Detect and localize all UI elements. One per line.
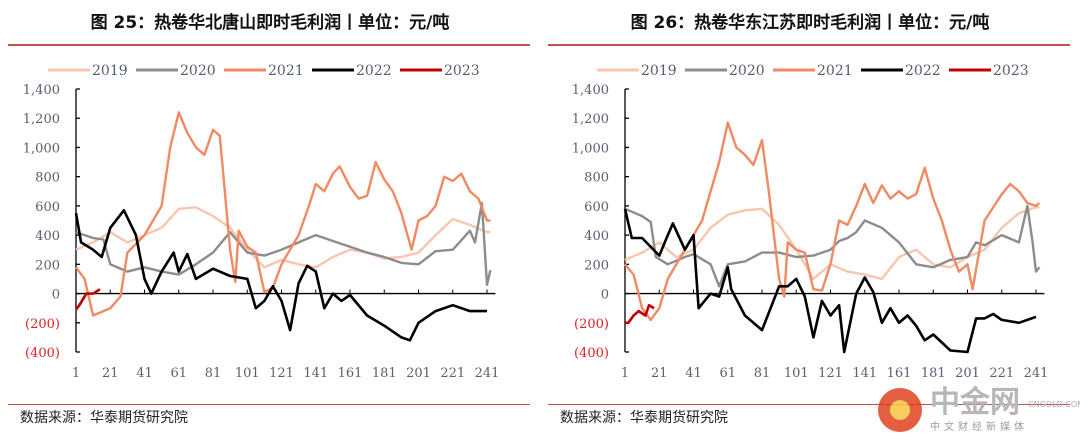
- chart-title: 图 26：热卷华东江苏即时毛利润丨单位：元/吨: [630, 13, 990, 33]
- y-tick-label: 1,000: [572, 141, 609, 156]
- x-tick-label: 241: [1024, 366, 1049, 381]
- series-line-2020: [624, 204, 1041, 288]
- x-tick-label: 161: [887, 366, 912, 381]
- watermark-logo: 中金网 CNGOLD.COM 中文财经新媒体: [878, 385, 1080, 438]
- legend-label-2023: 2023: [444, 63, 480, 79]
- legend-label-2020: 2020: [729, 63, 765, 79]
- cngold-logo-icon: [878, 388, 922, 432]
- y-tick-label: 400: [584, 229, 609, 244]
- legend-label-2023: 2023: [993, 63, 1029, 79]
- title-divider: [8, 44, 530, 46]
- legend-label-2020: 2020: [180, 63, 216, 79]
- watermark-subtitle: 中文财经新媒体: [930, 422, 1028, 433]
- x-tick-label: 41: [136, 366, 153, 381]
- y-tick-label: 200: [35, 258, 60, 273]
- y-tick-label: (200): [25, 317, 60, 332]
- y-tick-label: (400): [25, 346, 60, 361]
- y-tick-label: (400): [574, 346, 609, 361]
- series-line-2019: [75, 206, 491, 269]
- source-note: 数据来源：华泰期货研究院: [560, 410, 728, 426]
- x-tick-label: 81: [205, 366, 222, 381]
- x-tick-label: 221: [989, 366, 1014, 381]
- x-tick-label: 41: [685, 366, 702, 381]
- x-tick-label: 201: [955, 366, 980, 381]
- x-tick-label: 181: [921, 366, 946, 381]
- watermark-domain: CNGOLD.COM: [1028, 400, 1080, 409]
- y-tick-label: 1,200: [572, 112, 609, 127]
- y-tick-label: 600: [35, 200, 60, 215]
- y-tick-label: 800: [584, 171, 609, 186]
- y-tick-label: 600: [584, 200, 609, 215]
- legend-label-2021: 2021: [817, 63, 853, 79]
- series-line-2022: [623, 208, 1037, 354]
- series-line-2019: [624, 206, 1040, 281]
- line-chart-jiangsu: 2019 2020 2021 2022 2023 1,400 1,200 1,000 800 60…: [572, 63, 1049, 381]
- legend-label-2022: 2022: [905, 63, 941, 79]
- x-tick-label: 81: [754, 366, 771, 381]
- title-divider: [548, 44, 1070, 46]
- x-tick-label: 1: [621, 366, 629, 381]
- y-tick-label: 1,400: [23, 83, 60, 98]
- chart-panel-jiangsu: 图 26：热卷华东江苏即时毛利润丨单位：元/吨 2019 2020 2021 2022…: [540, 0, 1080, 439]
- x-tick-label: 61: [170, 366, 187, 381]
- watermark-name: 中金网: [930, 385, 1020, 420]
- series-line-2020: [75, 201, 492, 287]
- x-tick-label: 101: [235, 366, 260, 381]
- legend-label-2019: 2019: [641, 63, 677, 79]
- series-line-2021: [624, 121, 1041, 322]
- y-tick-label: 800: [35, 171, 60, 186]
- chart-panel-tangshan: 图 25：热卷华北唐山即时毛利润丨单位：元/吨 2019 2020 2021 2022…: [8, 13, 530, 426]
- series-line-2021: [75, 111, 491, 317]
- x-tick-label: 121: [269, 366, 294, 381]
- legend-label-2022: 2022: [356, 63, 392, 79]
- x-tick-label: 1: [72, 366, 80, 381]
- x-tick-label: 201: [406, 366, 431, 381]
- y-tick-label: (200): [574, 317, 609, 332]
- series-line-2022: [74, 209, 487, 342]
- y-tick-label: 1,400: [572, 83, 609, 98]
- y-tick-label: 0: [601, 288, 609, 303]
- y-tick-label: 200: [584, 258, 609, 273]
- legend-label-2021: 2021: [268, 63, 304, 79]
- x-tick-label: 161: [338, 366, 363, 381]
- x-tick-label: 121: [818, 366, 843, 381]
- x-tick-label: 141: [852, 366, 877, 381]
- x-tick-label: 141: [303, 366, 328, 381]
- y-tick-label: 400: [35, 229, 60, 244]
- x-tick-label: 101: [784, 366, 809, 381]
- y-tick-label: 1,000: [23, 141, 60, 156]
- x-tick-label: 21: [102, 366, 119, 381]
- legend-label-2019: 2019: [92, 63, 128, 79]
- y-tick-label: 1,200: [23, 112, 60, 127]
- source-divider: [8, 404, 530, 405]
- series-line-2023: [625, 303, 655, 325]
- x-tick-label: 21: [651, 366, 668, 381]
- y-tick-label: 0: [52, 288, 60, 303]
- x-tick-label: 221: [440, 366, 465, 381]
- source-note: 数据来源：华泰期货研究院: [20, 410, 188, 426]
- x-tick-label: 241: [475, 366, 500, 381]
- source-divider: [548, 404, 1070, 405]
- x-tick-label: 181: [372, 366, 397, 381]
- x-tick-label: 61: [719, 366, 736, 381]
- chart-title: 图 25：热卷华北唐山即时毛利润丨单位：元/吨: [90, 13, 450, 33]
- series-line-2023: [74, 288, 101, 311]
- line-chart-tangshan: 2019 2020 2021 2022 2023 1,400 1,200 1,000 800 60…: [23, 63, 500, 381]
